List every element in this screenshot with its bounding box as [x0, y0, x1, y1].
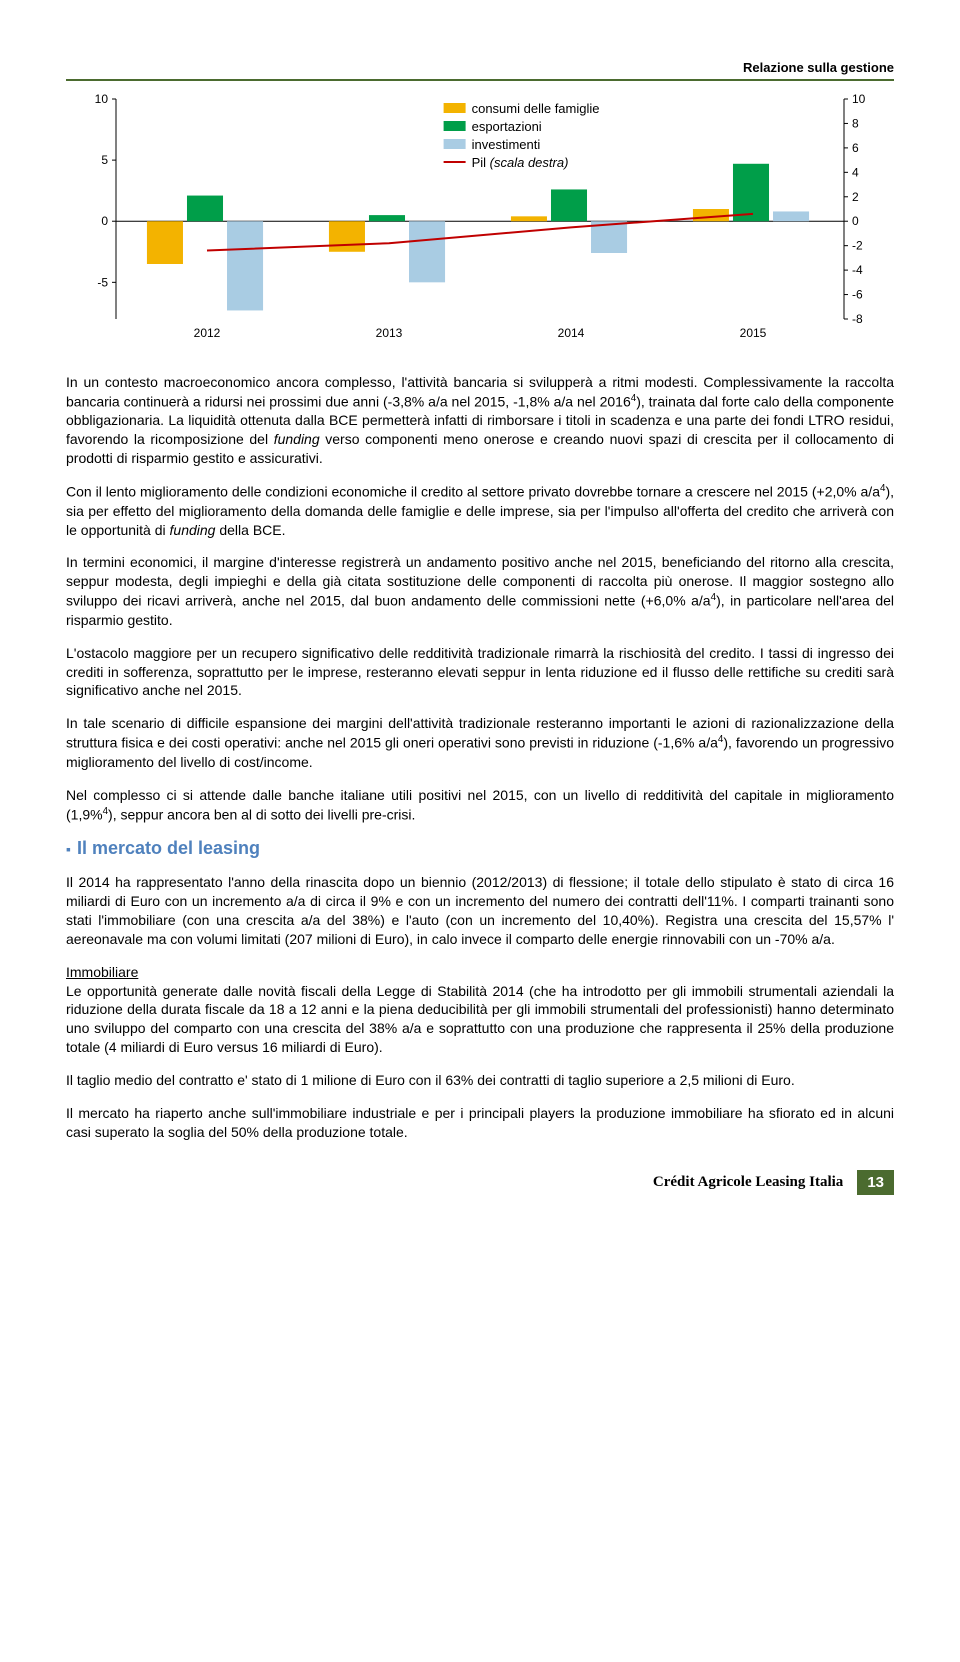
- svg-text:-4: -4: [852, 263, 863, 277]
- footer-brand: Crédit Agricole Leasing Italia: [653, 1174, 843, 1191]
- section-p4: Il mercato ha riaperto anche sull'immobi…: [66, 1104, 894, 1142]
- subheading-immobiliare: Immobiliare: [66, 963, 894, 982]
- svg-text:2015: 2015: [740, 326, 767, 340]
- svg-text:-6: -6: [852, 288, 863, 302]
- page-footer: Crédit Agricole Leasing Italia 13: [66, 1170, 894, 1195]
- svg-text:4: 4: [852, 165, 859, 179]
- paragraph-4: L'ostacolo maggiore per un recupero sign…: [66, 644, 894, 701]
- svg-text:investimenti: investimenti: [472, 137, 541, 152]
- economic-chart: -5 0 5 10 -8 -6 -4 -2 0 2 4 6 8 10 2012 2013 2014 2015 con…: [66, 89, 894, 349]
- svg-text:-8: -8: [852, 312, 863, 326]
- svg-text:10: 10: [852, 92, 866, 106]
- svg-text:0: 0: [852, 214, 859, 228]
- paragraph-1: In un contesto macroeconomico ancora com…: [66, 373, 894, 468]
- svg-text:2013: 2013: [376, 326, 403, 340]
- svg-text:2012: 2012: [194, 326, 221, 340]
- svg-text:6: 6: [852, 141, 859, 155]
- svg-text:8: 8: [852, 116, 859, 130]
- section-p3: Il taglio medio del contratto e' stato d…: [66, 1071, 894, 1090]
- section-heading-leasing: Il mercato del leasing: [66, 838, 894, 859]
- page-header: Relazione sulla gestione: [66, 60, 894, 81]
- svg-text:2014: 2014: [558, 326, 585, 340]
- svg-text:2: 2: [852, 190, 859, 204]
- section-p1: Il 2014 ha rappresentato l'anno della ri…: [66, 873, 894, 949]
- p2-a: Con il lento miglioramento delle condizi…: [66, 484, 880, 500]
- p6-b: ), seppur ancora ben al di sotto dei liv…: [108, 806, 415, 822]
- p1-italic: funding: [274, 431, 320, 447]
- p2-c: della BCE.: [215, 522, 285, 538]
- paragraph-6: Nel complesso ci si attende dalle banche…: [66, 786, 894, 824]
- svg-text:0: 0: [101, 214, 108, 228]
- paragraph-5: In tale scenario di difficile espansione…: [66, 714, 894, 771]
- svg-text:-2: -2: [852, 239, 863, 253]
- paragraph-2: Con il lento miglioramento delle condizi…: [66, 482, 894, 539]
- svg-text:5: 5: [101, 153, 108, 167]
- page-number: 13: [857, 1170, 894, 1195]
- section-p2: Le opportunità generate dalle novità fis…: [66, 982, 894, 1058]
- p2-italic: funding: [170, 522, 216, 538]
- svg-text:esportazioni: esportazioni: [472, 119, 542, 134]
- section-title: Il mercato del leasing: [77, 838, 260, 859]
- svg-text:Pil (scala destra): Pil (scala destra): [472, 155, 569, 170]
- svg-text:10: 10: [95, 92, 109, 106]
- paragraph-3: In termini economici, il margine d'inter…: [66, 553, 894, 629]
- svg-text:consumi delle famiglie: consumi delle famiglie: [472, 101, 600, 116]
- svg-text:-5: -5: [97, 275, 108, 289]
